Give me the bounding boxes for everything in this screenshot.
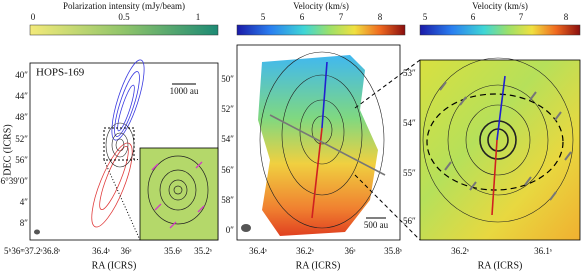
velocity-map: [258, 55, 378, 236]
colorbar-tick: 5: [423, 12, 428, 22]
zoom-box: [103, 127, 135, 161]
y-tick-label-right: 56″: [403, 216, 416, 226]
y-tick-label: 0″: [226, 225, 235, 235]
y-axis-label: DEC (ICRS): [2, 124, 13, 175]
x-tick-label: 35.8ˢ: [384, 246, 402, 256]
beam: [34, 229, 40, 235]
dust-contours: [422, 57, 574, 223]
colorbar: [236, 24, 406, 36]
y-tick-label: 54″: [221, 134, 234, 144]
red-outflow-arrow: [311, 127, 323, 219]
x-tick-label: 36.2ˢ: [451, 246, 469, 256]
colorbar-tick: 6: [300, 12, 305, 22]
colorbar-tick: 7: [519, 12, 524, 22]
y-tick-label: 52″: [15, 134, 28, 144]
x-tick-label: 36.2ˢ: [296, 246, 314, 256]
inset-vectors: [151, 161, 205, 229]
colorbar-tick: 8: [378, 12, 383, 22]
colorbar-tick: 7: [339, 12, 344, 22]
beam: [241, 224, 251, 232]
y-tick-label: 56″: [221, 165, 234, 175]
y-tick-label: 48″: [15, 112, 28, 122]
disk-outline: [426, 93, 564, 191]
colorbar-label: Polarization intensity (mJy/beam): [63, 1, 185, 11]
colorbar-tick: 1: [196, 12, 201, 22]
y-tick-label-right: 55″: [403, 168, 416, 178]
zoom-line: [354, 174, 421, 241]
red-contours: [91, 142, 133, 228]
dust-contours: [259, 51, 385, 229]
x-tick-label: 35.6ˢ: [164, 246, 182, 256]
x-tick-label: 36.4ˢ: [92, 246, 110, 256]
y-tick-label: 50″: [221, 74, 234, 84]
disk-axis: [269, 114, 386, 176]
colorbar-label: Velocity (km/s): [293, 1, 349, 11]
colorbar-tick: 8: [564, 12, 569, 22]
x-tick-label: 36ˢ: [121, 246, 132, 256]
dust-contours: [105, 122, 135, 168]
x-axis-label: RA (ICRS): [92, 260, 137, 271]
y-tick-label-right: 53″: [403, 68, 416, 78]
x-tick-label: 36.1ˢ: [534, 246, 552, 256]
y-tick-label: 4″: [20, 197, 29, 207]
colorbar: [29, 24, 219, 36]
colorbar-tick: 0: [31, 12, 36, 22]
colorbar-label: Velocity (km/s): [472, 1, 528, 11]
polarization-vectors: [439, 81, 572, 201]
y-tick-label: 56″: [15, 155, 28, 165]
colorbar-tick: 5: [261, 12, 266, 22]
colorbar-tick: 6: [471, 12, 476, 22]
y-tick-label: 40″: [15, 70, 28, 80]
scale-bar-label: 500 au: [364, 220, 389, 230]
y-tick-label: -6°39′0″: [0, 176, 28, 186]
y-tick-label: 8″: [20, 218, 29, 228]
x-tick-label: 35.2ˢ: [194, 246, 212, 256]
source-name: HOPS-169: [36, 67, 85, 79]
blue-outflow-arrow: [321, 61, 328, 129]
colorbar-tick: 0.5: [118, 12, 130, 22]
y-tick-label: 52″: [221, 104, 234, 114]
y-tick-label: 44″: [15, 91, 28, 101]
blue-outflow-arrow: [496, 75, 506, 141]
red-outflow-arrow: [491, 139, 498, 216]
x-axis-label: RA (ICRS): [296, 260, 341, 271]
x-axis-label: RA (ICRS): [478, 260, 523, 271]
x-tick-label: 36ˢ: [345, 246, 356, 256]
x-tick-label: 36.4ˢ: [249, 246, 267, 256]
x-tick-label: 5ʰ36ᵐ37.2ˢ36.8ˢ: [4, 246, 60, 256]
y-tick-label: 58″: [221, 195, 234, 205]
y-tick-label-right: 54″: [403, 118, 416, 128]
blue-contours: [111, 59, 145, 141]
inset-contours: [147, 155, 209, 225]
scale-bar-label: 1000 au: [170, 86, 199, 96]
colorbar: [419, 24, 581, 36]
